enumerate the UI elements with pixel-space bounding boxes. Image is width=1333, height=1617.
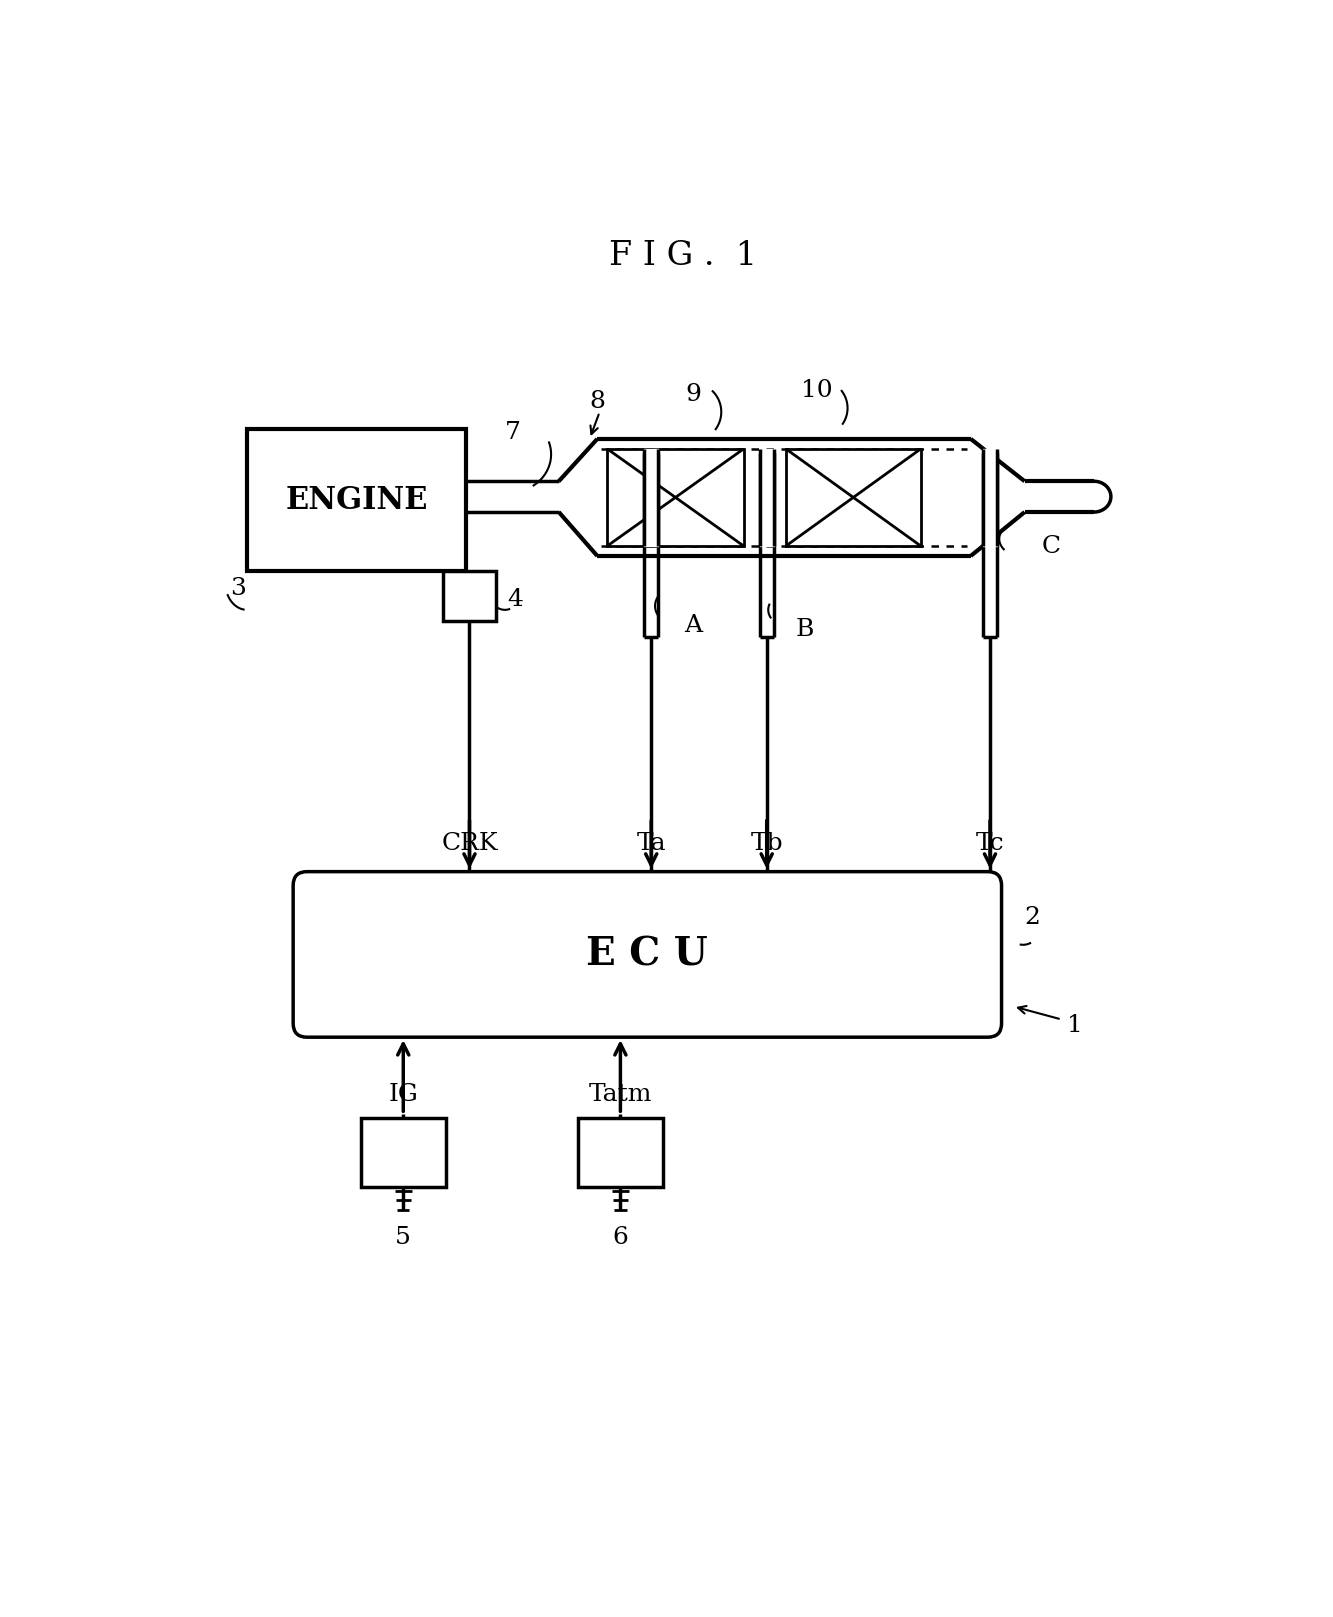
Bar <box>247 429 467 571</box>
Text: IG: IG <box>388 1083 419 1106</box>
Text: Ta: Ta <box>636 831 666 855</box>
Bar <box>444 571 496 621</box>
Text: F I G .  1: F I G . 1 <box>609 239 757 272</box>
Text: Tatm: Tatm <box>589 1083 652 1106</box>
Text: ENGINE: ENGINE <box>285 485 428 516</box>
Text: Tb: Tb <box>750 831 782 855</box>
Text: 7: 7 <box>505 422 521 445</box>
Text: 3: 3 <box>229 577 245 600</box>
Text: B: B <box>796 618 814 640</box>
Text: 6: 6 <box>612 1226 628 1248</box>
Text: 1: 1 <box>1066 1014 1082 1036</box>
Text: 9: 9 <box>685 383 701 406</box>
Bar <box>579 1117 663 1187</box>
Bar <box>608 450 744 547</box>
Text: CRK: CRK <box>441 831 497 855</box>
Text: 8: 8 <box>589 390 605 414</box>
Text: 5: 5 <box>396 1226 411 1248</box>
Text: Tc: Tc <box>976 831 1004 855</box>
Text: 2: 2 <box>1025 907 1041 930</box>
Bar <box>361 1117 445 1187</box>
Text: 4: 4 <box>508 589 523 611</box>
Text: C: C <box>1042 535 1061 558</box>
FancyBboxPatch shape <box>293 872 1001 1036</box>
Text: 10: 10 <box>801 378 833 403</box>
Bar <box>786 450 921 547</box>
Text: E C U: E C U <box>587 935 708 973</box>
Text: A: A <box>684 614 702 637</box>
